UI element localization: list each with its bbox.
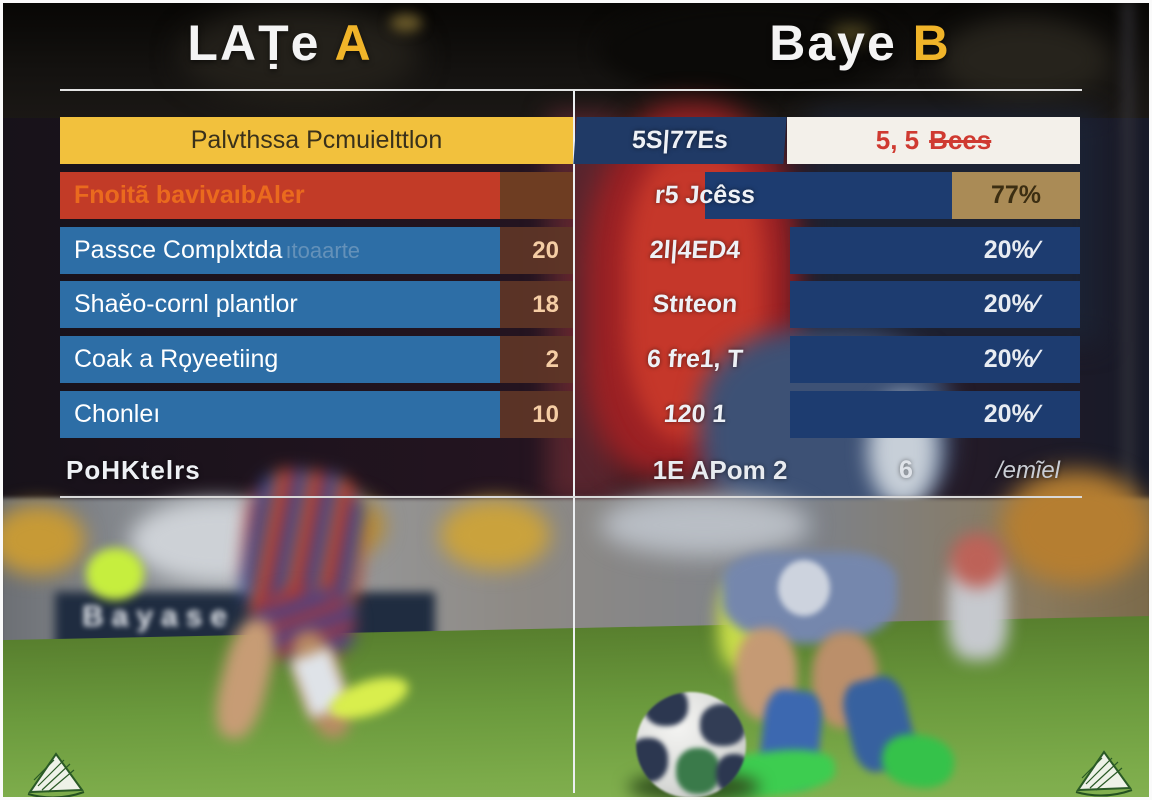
team-a-letter: A bbox=[334, 15, 373, 71]
team-b-title: Baye B bbox=[640, 14, 1080, 72]
crowd-blob bbox=[600, 494, 810, 556]
team-b-letter: B bbox=[912, 15, 951, 71]
center-divider-line bbox=[573, 91, 575, 793]
shorts-badge bbox=[778, 560, 830, 616]
stat-right-possession: 5, 5 Bces bbox=[787, 117, 1080, 164]
team-a-name: LAṬe bbox=[187, 15, 321, 71]
crowd-blob bbox=[600, 0, 900, 100]
footer-divider-line bbox=[60, 496, 1082, 498]
stat-mid-cards: 120 1 bbox=[662, 400, 728, 428]
watermark-plant-icon bbox=[27, 752, 85, 799]
stat-right-passes: 20%∕ bbox=[790, 227, 1080, 274]
stat-value-shots: 18 bbox=[500, 281, 573, 328]
stat-navy-cell bbox=[705, 172, 952, 219]
stat-right-fouls: 77% bbox=[952, 172, 1080, 219]
stat-label-text: Passce Complxtda bbox=[74, 236, 283, 264]
stat-mid-shots: Stıteon bbox=[651, 290, 739, 318]
team-a-title: LAṬe A bbox=[60, 14, 500, 72]
crowd-blob bbox=[0, 505, 85, 575]
header-divider-line bbox=[60, 89, 1082, 91]
ad-board-text: Bayase bbox=[82, 600, 236, 633]
stat-label-possession: Palvthssa Pcmuielttlon bbox=[60, 117, 573, 164]
stat-mid2-points: 6 bbox=[899, 456, 913, 484]
watermark-plant-icon bbox=[1075, 750, 1133, 797]
crowd-blob bbox=[180, 8, 420, 103]
stat-label-cards: Chonleı bbox=[60, 391, 500, 438]
stat-right-strike: Bces bbox=[929, 125, 992, 155]
stadium-crowd-dark bbox=[0, 0, 1152, 130]
stat-mid-corners: 6 fre1, T bbox=[646, 345, 744, 373]
stat-value-cell-empty bbox=[500, 172, 573, 219]
stat-label-points: PoHKtelrs bbox=[66, 455, 201, 485]
photo-light-streak bbox=[1122, 0, 1134, 520]
stat-right-shots: 20%∕ bbox=[790, 281, 1080, 328]
steward-figure bbox=[950, 533, 1005, 588]
stat-mid-passes: 2l|4ED4 bbox=[648, 236, 742, 264]
stat-value-corners: 2 bbox=[500, 336, 573, 383]
neon-green-blob bbox=[86, 548, 144, 600]
stat-label-fouls: Fnoitã bavivaıbAler bbox=[60, 172, 500, 219]
stat-label-faint: ıtoaarte bbox=[285, 237, 361, 263]
stat-right-cards: 20%∕ bbox=[790, 391, 1080, 438]
stat-value-passes: 20 bbox=[500, 227, 573, 274]
crowd-blob bbox=[1000, 470, 1152, 585]
stat-label-passes: Passce Complxtda ıtoaarte bbox=[60, 227, 500, 274]
stat-right-corners: 20%∕ bbox=[790, 336, 1080, 383]
stat-label-corners: Coak a Rǫyeetiing bbox=[60, 336, 500, 383]
stat-mid-fouls: r5 Jcêss bbox=[653, 181, 757, 209]
stat-mid-possession: 5S|77Es bbox=[573, 117, 787, 164]
soccer-ball bbox=[636, 692, 746, 798]
crowd-blob bbox=[830, 24, 872, 44]
team-b-name: Baye bbox=[769, 15, 897, 71]
stat-value-cards: 10 bbox=[500, 391, 573, 438]
stat-mid-points: 1E APom 2 bbox=[652, 455, 788, 485]
stat-right-value: 5, 5 bbox=[875, 125, 920, 155]
crowd-blob bbox=[440, 500, 550, 570]
stat-label-shots: Shaĕo-cornl plantlor bbox=[60, 281, 500, 328]
crowd-blob bbox=[940, 18, 1110, 103]
stat-right-points: /emĩel bbox=[995, 456, 1061, 484]
crowd-blob bbox=[390, 14, 422, 32]
